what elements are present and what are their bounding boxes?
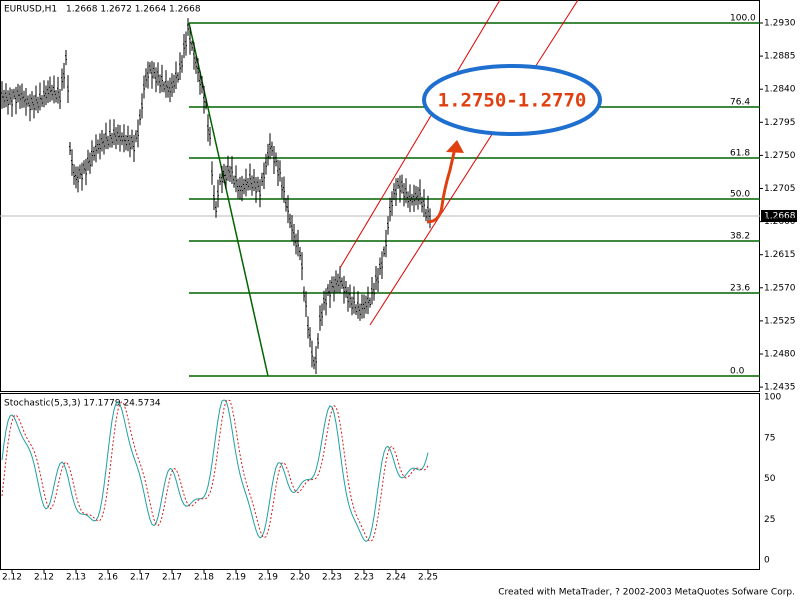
fib-label: 0.0 xyxy=(730,367,745,377)
fib-label: 23.6 xyxy=(730,284,750,294)
price-label: 1.2750 xyxy=(764,151,796,161)
price-label: 1.2480 xyxy=(764,350,796,360)
price-label: 1.2570 xyxy=(764,283,796,293)
stochastic-label: 25 xyxy=(764,515,775,525)
fib-label: 50.0 xyxy=(730,190,750,200)
current-price: 1.2668 xyxy=(764,212,796,222)
price-panel xyxy=(0,0,760,392)
date-label: 2.23 xyxy=(322,573,342,583)
annotation-ellipse xyxy=(422,64,602,136)
price-label: 1.2705 xyxy=(764,184,796,194)
footer: Created with MetaTrader, ? 2002-2003 Met… xyxy=(498,588,795,598)
price-label: 1.2525 xyxy=(764,316,796,326)
date-label: 2.12 xyxy=(2,573,22,583)
fib-label: 38.2 xyxy=(730,232,750,242)
stochastic-label: 75 xyxy=(764,433,775,443)
arrow-head xyxy=(446,140,464,153)
date-label: 2.19 xyxy=(226,573,246,583)
date-label: 2.17 xyxy=(130,573,150,583)
date-label: 2.17 xyxy=(162,573,182,583)
date-label: 2.12 xyxy=(34,573,54,583)
annotation: 1.2750-1.2770 xyxy=(438,90,587,112)
symbol: EURUSD,H1 xyxy=(4,5,57,15)
date-label: 2.19 xyxy=(258,573,278,583)
channel-lower xyxy=(369,0,579,326)
date-label: 2.24 xyxy=(386,573,406,583)
price-label: 1.2885 xyxy=(764,52,796,62)
stochastic-label: 0 xyxy=(764,556,770,566)
date-label: 2.25 xyxy=(418,573,438,583)
price-label: 1.2435 xyxy=(764,383,796,393)
fib-label: 76.4 xyxy=(730,98,750,108)
date-label: 2.16 xyxy=(98,573,118,583)
date-label: 2.23 xyxy=(354,573,374,583)
price-label: 1.2615 xyxy=(764,250,796,260)
stochastic-signal xyxy=(1,399,429,543)
channel-upper xyxy=(339,0,501,269)
stochastic-label: 100 xyxy=(764,393,781,403)
arrow xyxy=(426,147,457,224)
fib-label: 61.8 xyxy=(730,149,750,159)
price-label: 1.2795 xyxy=(764,118,796,128)
date-label: 2.18 xyxy=(194,573,214,583)
fib-label: 100.0 xyxy=(730,14,756,24)
date-label: 2.13 xyxy=(66,573,86,583)
stochastic-label: 50 xyxy=(764,474,776,484)
price-label: 1.2660 xyxy=(764,217,796,227)
stochastic-title: Stochastic(5,3,3) 17.1779 24.5734 xyxy=(4,399,161,409)
stochastic-main xyxy=(1,399,429,543)
price-bars xyxy=(1,18,431,375)
stochastic-panel xyxy=(0,393,760,570)
price-label: 1.2840 xyxy=(764,85,796,95)
date-label: 2.20 xyxy=(290,573,310,583)
quote: 1.2668 1.2672 1.2664 1.2668 xyxy=(66,5,201,15)
current-price-box xyxy=(761,210,797,222)
price-label: 1.2930 xyxy=(764,19,796,29)
